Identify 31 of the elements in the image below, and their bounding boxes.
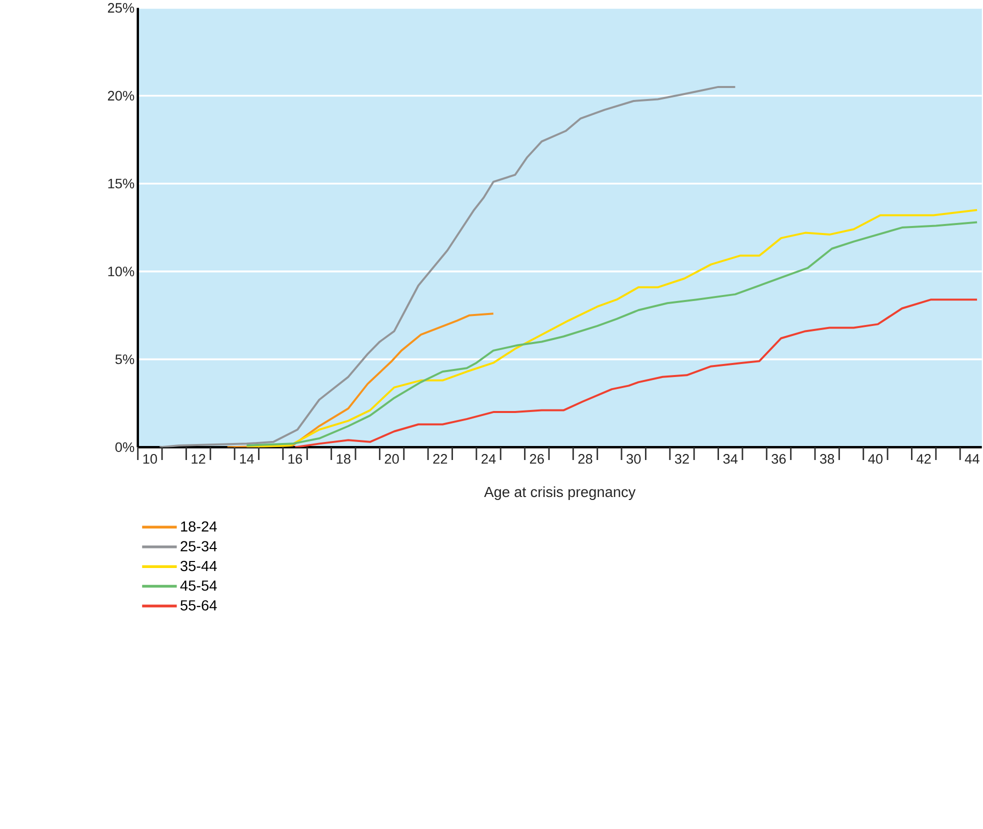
x-tick-label: 34	[723, 454, 738, 464]
x-tick-label: 44	[964, 454, 980, 464]
x-tick-label: 12	[192, 454, 206, 464]
x-tick-label: 10	[143, 454, 157, 464]
x-tick-label: 16	[288, 454, 302, 464]
x-tick-label: 24	[482, 454, 496, 464]
legend-label: 18-24	[181, 522, 217, 532]
legend-label: 55-64	[180, 600, 217, 611]
y-tick-label: 5%	[115, 354, 134, 364]
legend-label: 25-34	[180, 541, 217, 552]
legend-label: 35-44	[180, 561, 217, 572]
x-tick-label: 30	[626, 454, 641, 464]
legend-label: 45-54	[180, 580, 217, 591]
y-tick-label: 20%	[108, 91, 134, 101]
x-tick-label: 36	[772, 454, 786, 464]
x-tick-label: 22	[433, 454, 448, 464]
y-tick-label: 10%	[108, 266, 134, 277]
x-tick-label: 40	[868, 454, 883, 464]
x-tick-label: 14	[240, 454, 254, 464]
x-tick-label: 26	[530, 454, 544, 464]
x-tick-label: 42	[916, 454, 931, 464]
y-tick-label: 25%	[108, 3, 134, 13]
x-tick-label: 18	[336, 454, 350, 464]
x-tick-label: 20	[384, 454, 399, 464]
line-series	[158, 86, 736, 448]
x-tick-label: 38	[820, 454, 834, 464]
y-tick-label: 15%	[108, 179, 134, 189]
y-tick-label: 0%	[115, 442, 134, 452]
x-axis-title: Age at crisis pregnancy	[484, 486, 636, 500]
x-tick-label: 28	[578, 454, 592, 464]
x-tick-label: 32	[674, 454, 689, 464]
